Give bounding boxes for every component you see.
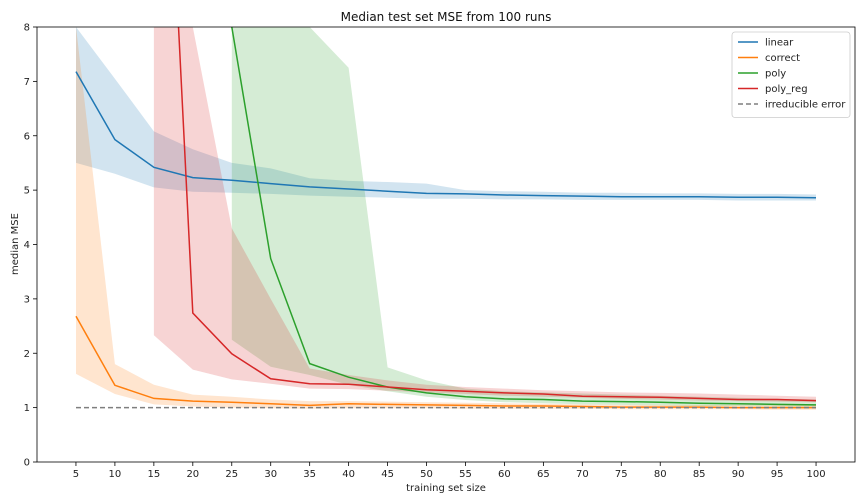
x-tick-label: 15 [147, 469, 160, 480]
x-tick-label: 80 [654, 469, 667, 480]
y-tick-label: 3 [24, 294, 30, 305]
x-tick-label: 65 [537, 469, 550, 480]
legend-label: poly [765, 69, 786, 80]
x-tick-label: 40 [342, 469, 355, 480]
x-tick-label: 85 [693, 469, 706, 480]
x-tick-label: 35 [303, 469, 316, 480]
x-tick-label: 30 [264, 469, 277, 480]
legend-label: correct [765, 53, 800, 64]
x-axis-ticks: 5 10 15 20 25 30 35 40 45 50 55 60 65 70 75 80 85 90 95 100 [73, 462, 826, 480]
chart-legend: linear correct poly poly_reg irreducible err… [731, 31, 851, 118]
y-tick-label: 7 [24, 77, 30, 88]
x-tick-label: 95 [771, 469, 784, 480]
band-poly-reg [153, 27, 816, 403]
series-lines [75, 27, 817, 409]
x-tick-label: 90 [732, 469, 745, 480]
x-tick-label: 50 [420, 469, 433, 480]
x-tick-label: 10 [109, 469, 122, 480]
x-tick-label: 5 [73, 469, 79, 480]
y-tick-label: 1 [24, 403, 30, 414]
x-tick-label: 70 [576, 469, 589, 480]
x-tick-label: 75 [615, 469, 628, 480]
legend-label: poly_reg [765, 84, 808, 95]
x-tick-label: 20 [186, 469, 199, 480]
x-tick-label: 60 [498, 469, 511, 480]
line-poly [231, 27, 817, 406]
legend-label: linear [765, 38, 794, 49]
line-linear [75, 71, 817, 199]
y-tick-label: 4 [24, 240, 30, 251]
chart-title: Median test set MSE from 100 runs [341, 10, 552, 24]
y-axis-ticks: 0 1 2 3 4 5 6 7 8 [24, 23, 37, 469]
x-tick-label: 45 [381, 469, 394, 480]
y-tick-label: 0 [24, 458, 30, 469]
y-tick-label: 5 [24, 186, 30, 197]
x-tick-label: 100 [807, 469, 826, 480]
band-linear [76, 27, 816, 201]
y-tick-label: 8 [24, 23, 30, 34]
x-axis-title: training set size [406, 483, 486, 494]
legend-box [731, 31, 851, 118]
band-poly [231, 27, 817, 407]
line-poly-reg [177, 27, 817, 402]
y-axis-title: median MSE [10, 213, 21, 275]
x-tick-label: 55 [459, 469, 472, 480]
legend-label: irreducible error [765, 100, 846, 111]
confidence-bands [76, 27, 817, 410]
y-tick-label: 2 [24, 349, 30, 360]
y-tick-label: 6 [24, 131, 30, 142]
x-tick-label: 25 [225, 469, 238, 480]
